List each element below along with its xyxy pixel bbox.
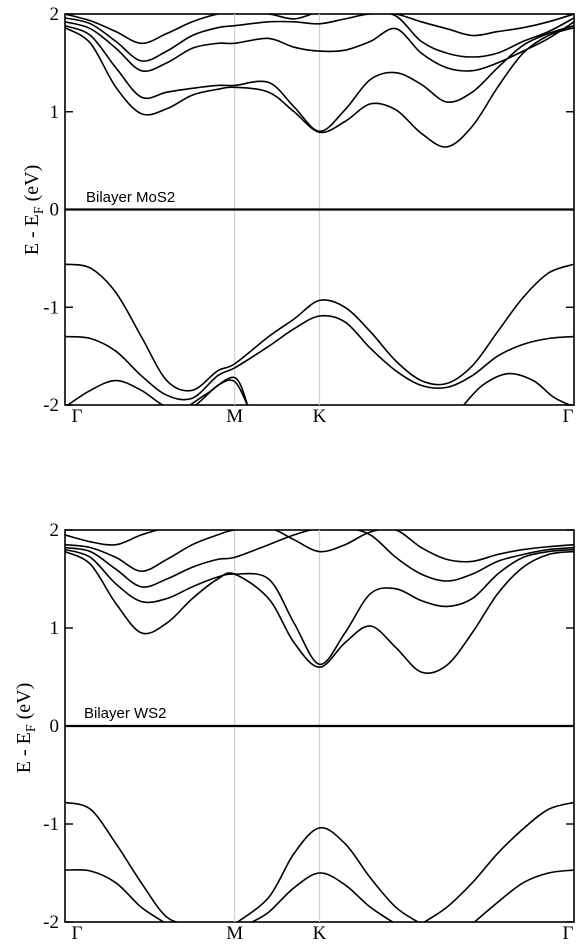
band-line	[422, 801, 574, 922]
band-line	[65, 263, 574, 392]
band-line	[66, 379, 249, 405]
band-line	[65, 869, 166, 922]
band-line	[65, 530, 574, 573]
kpoint-label: Γ	[563, 406, 574, 427]
y-tick-label: -1	[43, 297, 59, 318]
kpoint-label: M	[226, 923, 243, 944]
kpoint-label: K	[313, 406, 327, 427]
band-line	[250, 872, 395, 922]
y-tick-label: 2	[50, 4, 60, 25]
band-line	[188, 376, 249, 405]
band-line	[462, 372, 572, 405]
band-line	[65, 26, 574, 148]
y-tick-label: -2	[43, 912, 59, 933]
y-tick-label: 0	[50, 200, 60, 221]
y-axis-ticks: 2 1 0 -1 -2	[43, 520, 574, 933]
y-tick-label: 2	[50, 520, 60, 541]
ws2-band-panel: 2 1 0 -1 -2 Γ M K Γ Bilayer WS2 E - EF (eV)	[13, 520, 575, 944]
band-line	[65, 14, 574, 62]
band-line	[473, 869, 574, 922]
panel-annotation: Bilayer WS2	[84, 705, 167, 722]
y-axis-label: E - EF (eV)	[13, 683, 39, 774]
band-line	[65, 530, 161, 546]
panel-annotation: Bilayer MoS2	[86, 189, 175, 206]
y-tick-label: 1	[50, 102, 60, 123]
kpoint-label: Γ	[72, 406, 83, 427]
y-tick-label: 1	[50, 618, 60, 639]
y-axis-label: E - EF (eV)	[21, 165, 47, 256]
band-line	[65, 548, 574, 666]
kpoint-label: Γ	[563, 923, 574, 944]
band-line	[65, 314, 574, 401]
kpoint-label: Γ	[72, 923, 83, 944]
band-lines	[65, 14, 574, 405]
band-line	[65, 24, 574, 133]
y-tick-label: 0	[50, 716, 60, 737]
y-tick-label: -2	[43, 395, 59, 416]
band-line	[65, 801, 181, 922]
band-lines	[65, 530, 574, 922]
band-line	[65, 550, 574, 674]
band-line	[65, 14, 574, 45]
band-line	[236, 826, 420, 922]
y-axis-ticks: 2 1 0 -1 -2	[43, 4, 574, 416]
band-line	[65, 530, 574, 588]
y-tick-label: -1	[43, 814, 59, 835]
kpoint-label: M	[226, 406, 243, 427]
mos2-band-panel: 2 1 0 -1 -2 Γ M K Γ Bilayer MoS2 E - EF (eV)	[21, 4, 575, 427]
band-line	[65, 21, 574, 73]
kpoint-label: K	[313, 923, 327, 944]
